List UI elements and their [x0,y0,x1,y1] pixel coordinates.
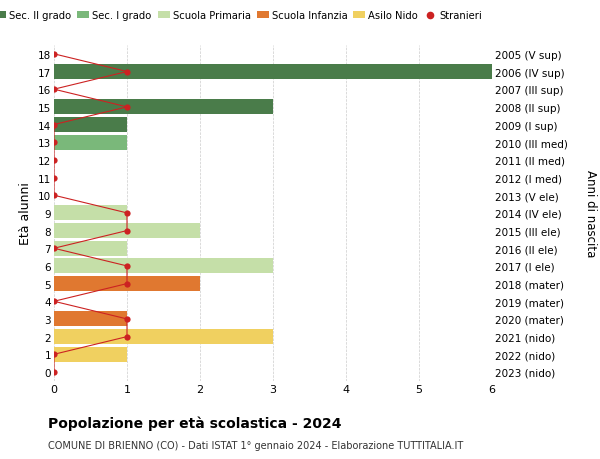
Y-axis label: Età alunni: Età alunni [19,182,32,245]
Bar [54,330,273,344]
Y-axis label: Anni di nascita: Anni di nascita [584,170,598,257]
Bar [54,65,492,80]
Text: Popolazione per età scolastica - 2024: Popolazione per età scolastica - 2024 [48,415,341,430]
Text: COMUNE DI BRIENNO (CO) - Dati ISTAT 1° gennaio 2024 - Elaborazione TUTTITALIA.IT: COMUNE DI BRIENNO (CO) - Dati ISTAT 1° g… [48,440,463,450]
Bar [54,241,127,256]
Bar [54,259,273,274]
Bar [54,100,273,115]
Legend: Sec. II grado, Sec. I grado, Scuola Primaria, Scuola Infanzia, Asilo Nido, Stran: Sec. II grado, Sec. I grado, Scuola Prim… [0,7,486,25]
Bar [54,224,200,239]
Bar [54,118,127,133]
Bar [54,276,200,291]
Bar [54,312,127,327]
Bar [54,206,127,221]
Bar [54,347,127,362]
Bar [54,135,127,151]
